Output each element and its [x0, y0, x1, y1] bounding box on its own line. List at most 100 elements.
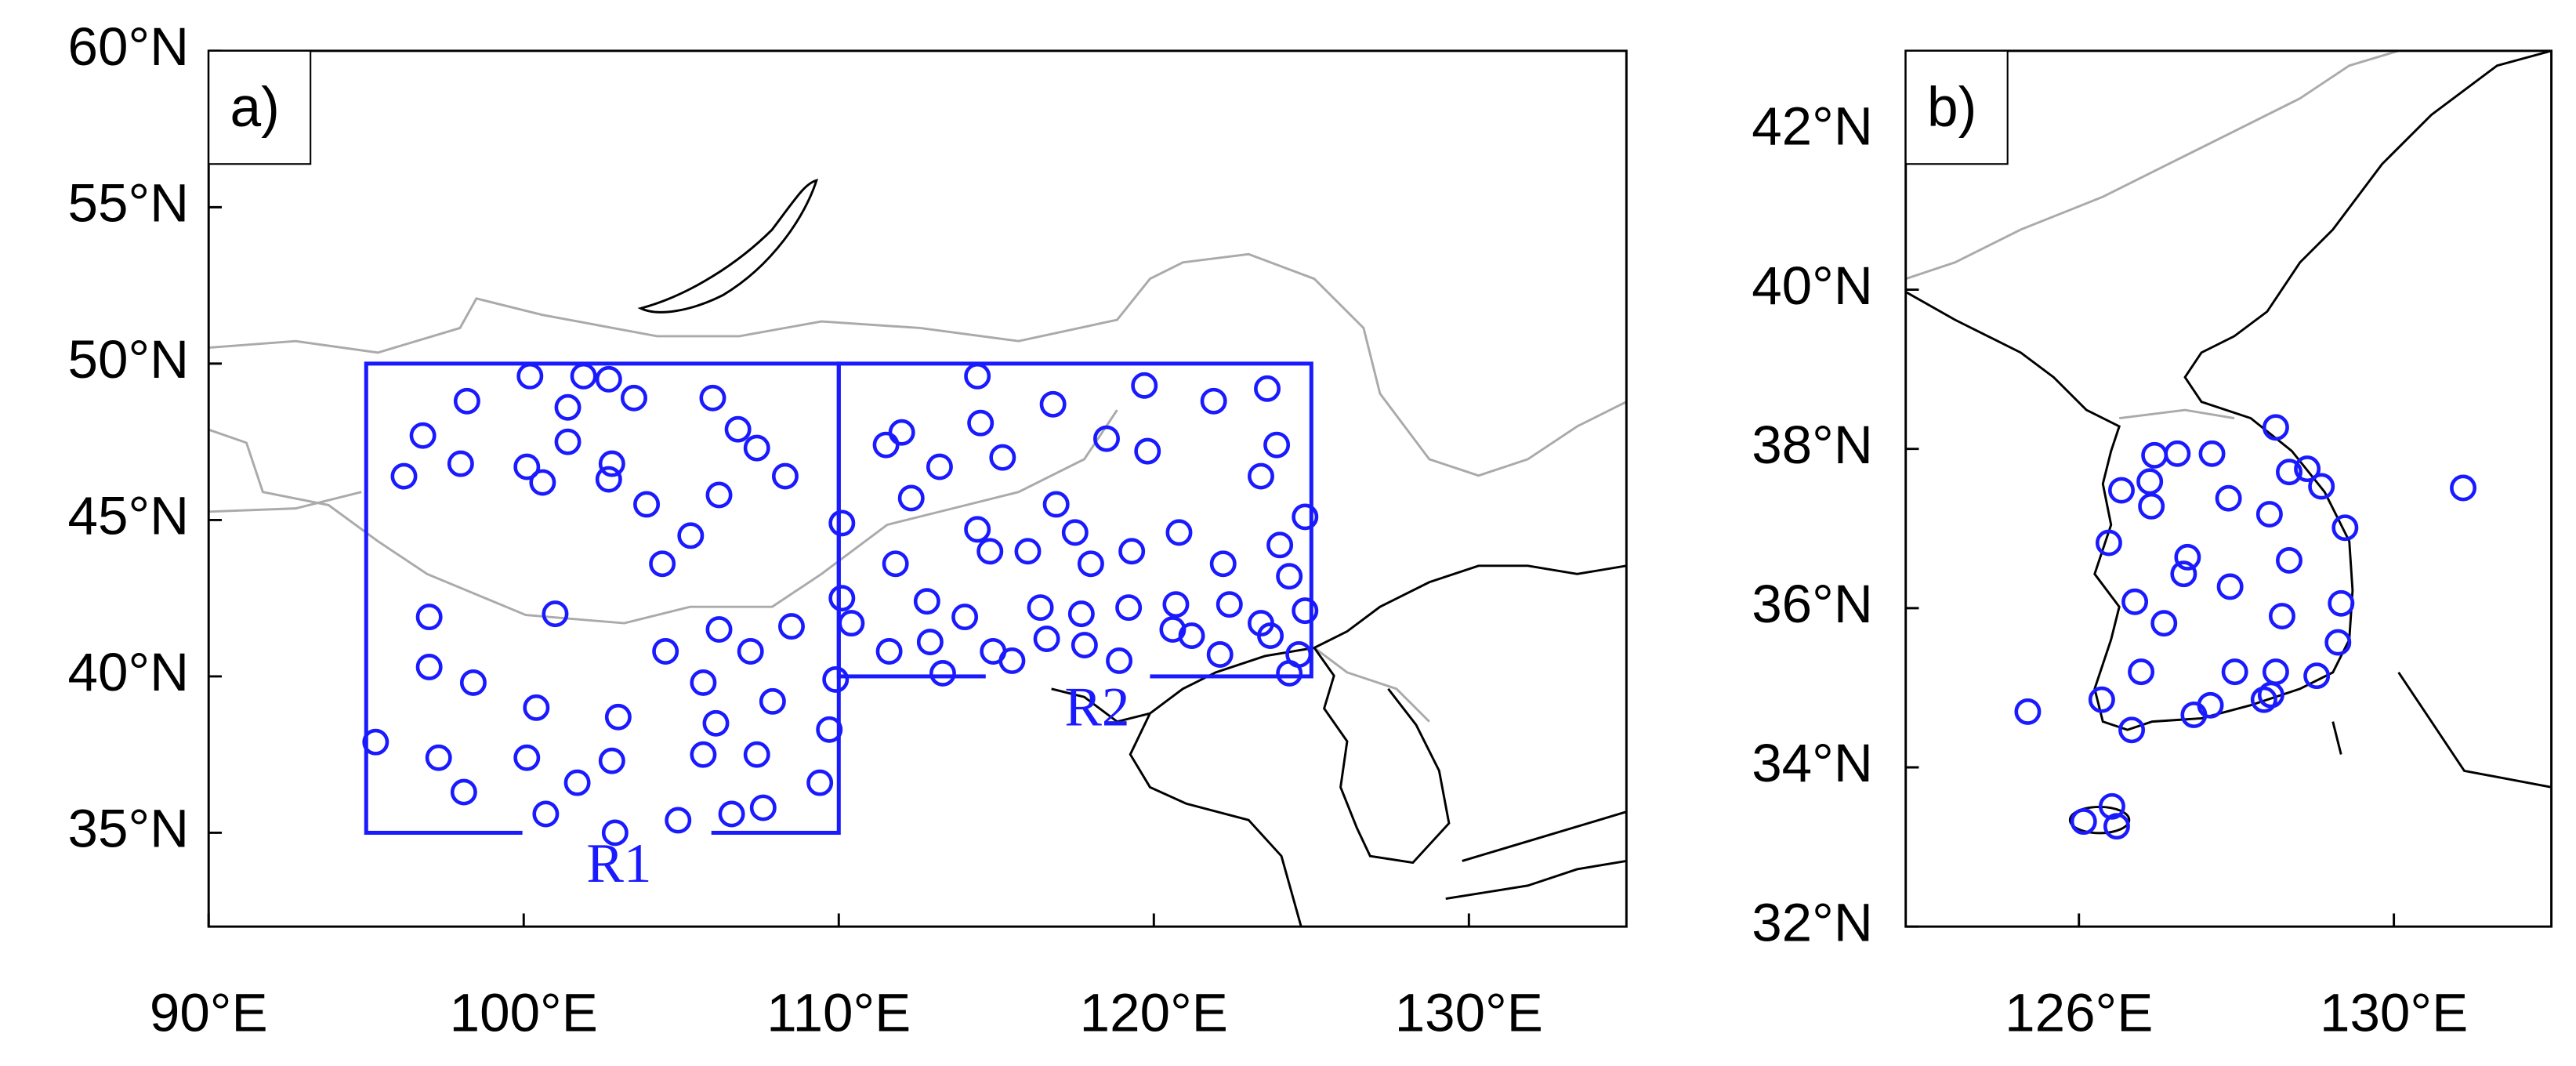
station — [828, 509, 856, 537]
station — [554, 428, 582, 455]
y-tick-label: 50°N — [68, 328, 190, 390]
station — [951, 604, 979, 631]
station — [838, 610, 865, 637]
station — [633, 491, 661, 518]
station — [1276, 563, 1303, 590]
station — [2088, 686, 2115, 713]
station — [2276, 459, 2302, 486]
y-tick-label: 45°N — [68, 485, 190, 546]
station — [1033, 625, 1060, 652]
x-tick-label: 90°E — [150, 982, 268, 1043]
station — [964, 362, 991, 390]
station — [822, 665, 850, 693]
station — [2257, 681, 2284, 709]
coastline — [1445, 810, 1627, 901]
station — [2095, 529, 2122, 557]
station — [926, 453, 953, 480]
station — [2221, 658, 2248, 686]
station — [1209, 550, 1237, 578]
map-a-basemap — [208, 178, 1627, 927]
station — [1093, 425, 1120, 452]
coastline — [1051, 564, 1627, 723]
station — [1027, 594, 1054, 622]
panel-label: b) — [1927, 77, 1976, 139]
y-tick-label: 36°N — [1752, 573, 1873, 634]
region-label-gap — [985, 671, 1150, 682]
station — [542, 600, 569, 628]
station — [2118, 716, 2146, 744]
y-tick-label: 35°N — [68, 798, 190, 859]
station — [459, 669, 487, 696]
y-tick-label: 40°N — [68, 641, 190, 702]
border — [208, 252, 1627, 477]
station — [699, 384, 726, 412]
station — [1106, 647, 1133, 674]
y-tick-label: 40°N — [1752, 255, 1873, 316]
station — [513, 453, 541, 480]
station — [2180, 702, 2208, 728]
station — [1165, 519, 1193, 546]
coastline — [1129, 712, 1302, 927]
station — [620, 384, 647, 412]
station — [1014, 538, 1042, 565]
station — [705, 616, 733, 644]
station — [409, 422, 437, 449]
station — [759, 687, 786, 715]
station — [1248, 462, 1274, 490]
station — [2098, 792, 2125, 820]
station — [806, 769, 834, 796]
station — [2324, 629, 2352, 656]
frame — [207, 49, 1628, 928]
panel-label-box — [208, 49, 312, 165]
station — [1115, 594, 1143, 622]
station — [2216, 573, 2244, 600]
station — [1206, 641, 1234, 668]
station — [598, 747, 625, 774]
station — [2276, 546, 2302, 574]
station — [1162, 591, 1190, 618]
station — [705, 481, 733, 509]
station — [2268, 603, 2295, 629]
station — [601, 819, 629, 847]
station — [415, 604, 443, 631]
x-tick-label: 130°E — [2320, 982, 2468, 1043]
station — [2103, 813, 2130, 840]
region-box — [364, 361, 841, 835]
station — [665, 807, 692, 834]
station — [362, 728, 389, 756]
station — [737, 638, 764, 665]
y-tick-label: 32°N — [1752, 891, 1873, 952]
station — [2450, 474, 2477, 502]
station — [1061, 519, 1089, 546]
station — [2141, 441, 2168, 469]
station — [1263, 431, 1291, 459]
frame — [1904, 49, 2553, 928]
region-label-gap — [522, 828, 712, 838]
station — [563, 769, 591, 796]
station — [513, 744, 541, 771]
station — [2128, 658, 2155, 686]
station — [425, 744, 452, 771]
x-tick-label: 126°E — [2005, 982, 2153, 1043]
station — [532, 800, 560, 828]
station — [1134, 437, 1161, 465]
x-tick-label: 130°E — [1395, 982, 1543, 1043]
y-tick-label: 38°N — [1752, 414, 1873, 475]
station — [1071, 632, 1098, 658]
map-b-basemap — [1905, 50, 2552, 835]
station — [828, 585, 856, 612]
station — [2164, 440, 2191, 467]
station — [2138, 492, 2165, 520]
station — [816, 716, 843, 743]
map-b-layer — [1905, 129, 2477, 928]
station — [450, 778, 477, 806]
station — [570, 362, 597, 390]
station — [2262, 414, 2289, 441]
station — [2121, 588, 2149, 615]
station — [743, 434, 770, 462]
station — [2070, 808, 2097, 836]
station — [980, 638, 1007, 665]
station — [882, 550, 909, 578]
y-tick-label: 55°N — [68, 172, 190, 234]
